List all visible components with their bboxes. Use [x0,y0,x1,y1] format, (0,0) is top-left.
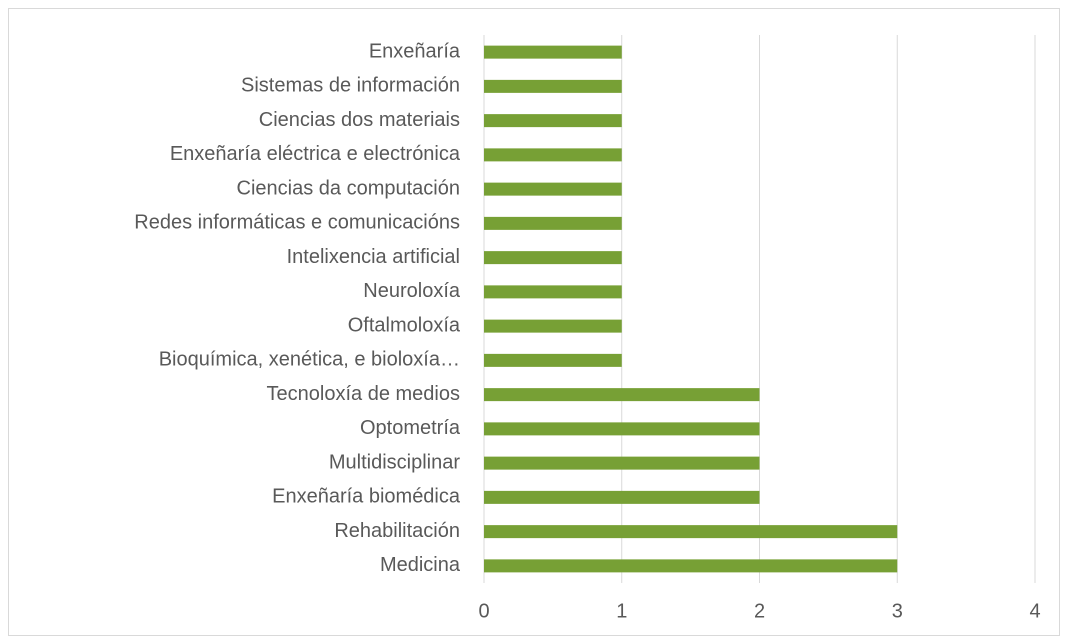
bar [484,114,622,128]
y-tick-label: Tecnoloxía de medios [267,383,460,405]
y-tick-label: Redes informáticas e comunicacións [134,212,460,234]
y-tick-label: Intelixencia artificial [287,246,460,268]
x-tick-label: 4 [1029,600,1040,622]
y-tick-label: Enxeñaría [369,40,461,62]
y-tick-label: Bioquímica, xenética, e bioloxía… [159,349,460,371]
x-tick-label: 3 [892,600,903,622]
x-tick-label: 2 [754,600,765,622]
bar [484,148,622,162]
bar [484,525,898,539]
bar [484,45,622,59]
bar [484,319,622,333]
y-tick-label: Enxeñaría eléctrica e electrónica [170,143,461,165]
bar [484,388,760,402]
y-tick-label: Sistemas de información [241,75,460,97]
bar [484,216,622,230]
y-tick-label: Ciencias dos materiais [259,109,460,131]
bar [484,559,898,573]
bar [484,353,622,367]
y-tick-label: Rehabilitación [334,520,460,542]
bar [484,79,622,93]
y-tick-label: Enxeñaría biomédica [272,486,461,508]
y-tick-label: Oftalmoloxía [348,314,461,336]
y-tick-label: Optometría [360,417,461,439]
x-tick-label: 1 [616,600,627,622]
y-tick-label: Ciencias da computación [237,177,460,199]
y-tick-label: Multidisciplinar [329,451,460,473]
bar [484,182,622,196]
bar [484,456,760,470]
x-tick-label: 0 [478,600,489,622]
bar [484,422,760,436]
bar [484,490,760,504]
bar [484,251,622,265]
y-tick-label: Medicina [380,554,461,576]
bar [484,285,622,299]
y-tick-label: Neuroloxía [363,280,461,302]
